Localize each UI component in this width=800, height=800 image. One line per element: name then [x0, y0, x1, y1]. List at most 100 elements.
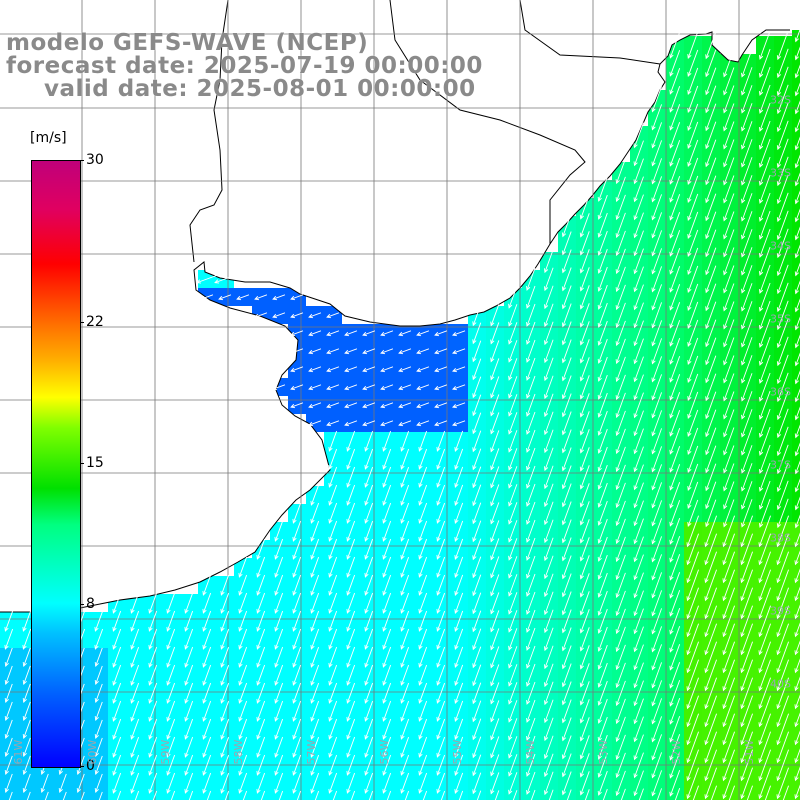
wind-arrow	[236, 294, 250, 301]
wind-arrow	[687, 211, 699, 239]
wind-arrow	[758, 498, 771, 528]
wind-arrow	[669, 572, 681, 599]
wind-arrow	[704, 731, 717, 764]
longitude-label: 53W	[597, 739, 610, 765]
wind-arrow	[615, 482, 626, 509]
wind-arrow	[400, 502, 410, 524]
wind-arrow	[651, 554, 663, 581]
wind-cell	[792, 306, 800, 324]
wind-arrow	[508, 322, 518, 345]
wind-arrow	[382, 700, 392, 722]
wind-arrow	[723, 283, 735, 312]
wind-arrow	[418, 538, 428, 560]
wind-arrow	[776, 246, 789, 277]
wind-arrow	[615, 284, 626, 311]
wind-arrow	[776, 354, 789, 385]
wind-arrow	[454, 556, 464, 579]
wind-cell	[288, 792, 306, 800]
wind-arrow	[705, 373, 717, 402]
wind-arrow	[328, 538, 338, 560]
wind-arrow	[794, 244, 800, 259]
wind-arrow	[418, 610, 428, 632]
wind-arrow	[741, 211, 753, 240]
wind-arrow	[508, 700, 518, 723]
wind-arrow	[364, 628, 374, 650]
wind-arrow	[704, 749, 717, 782]
wind-arrow	[597, 284, 608, 310]
wind-arrow	[561, 231, 572, 256]
wind-arrow	[687, 157, 699, 185]
wind-arrow	[651, 572, 663, 599]
wind-arrow	[508, 592, 518, 615]
wind-arrow	[400, 682, 410, 704]
wind-arrow	[776, 282, 789, 313]
wind-arrow	[686, 587, 699, 620]
wind-arrow	[220, 628, 230, 650]
wind-arrow	[148, 646, 158, 668]
wind-arrow	[758, 282, 771, 312]
wind-arrow	[328, 466, 338, 488]
wind-arrow	[705, 445, 717, 474]
wind-arrow	[597, 212, 608, 238]
wind-arrow	[615, 410, 626, 437]
wind-arrow	[705, 265, 717, 294]
wind-arrow	[290, 312, 304, 319]
wind-arrow	[597, 752, 608, 778]
wind-arrow	[705, 463, 717, 492]
wind-arrow	[543, 357, 554, 382]
latitude-label: 36S	[770, 385, 791, 399]
wind-arrow	[22, 719, 31, 739]
wind-arrow	[722, 677, 735, 710]
wind-arrow	[400, 718, 410, 740]
wind-arrow	[561, 213, 572, 238]
wind-arrow	[543, 681, 554, 706]
wind-arrow	[436, 520, 446, 542]
wind-arrow	[776, 713, 789, 746]
wind-cell	[90, 792, 108, 800]
wind-arrow	[687, 49, 699, 77]
wind-arrow	[290, 330, 304, 337]
wind-arrow	[274, 682, 284, 704]
wind-arrow	[669, 338, 681, 365]
wind-arrow	[382, 718, 392, 740]
wind-arrow	[758, 264, 771, 294]
wind-arrow	[579, 447, 590, 472]
wind-arrow	[723, 337, 735, 366]
wind-arrow	[561, 645, 572, 670]
wind-arrow	[454, 520, 464, 543]
wind-arrow	[633, 536, 644, 563]
wind-arrow	[526, 753, 536, 777]
wind-arrow	[508, 304, 518, 327]
wind-arrow	[364, 466, 374, 488]
wind-arrow	[758, 372, 771, 402]
colorbar-tick-label: 0	[86, 758, 95, 774]
wind-arrow	[130, 628, 140, 650]
wind-arrow	[776, 210, 789, 241]
wind-arrow	[669, 698, 681, 725]
wind-arrow	[758, 246, 771, 276]
wind-arrow	[543, 501, 554, 526]
wind-arrow	[704, 587, 717, 620]
wind-cell	[792, 648, 800, 666]
latitude-label: 33S	[770, 166, 791, 180]
wind-arrow	[597, 536, 608, 562]
wind-arrow	[633, 716, 644, 743]
wind-arrow	[741, 193, 753, 222]
wind-arrow	[776, 102, 789, 133]
wind-arrow	[274, 772, 284, 794]
wind-arrow	[651, 662, 663, 689]
wind-arrow	[740, 551, 753, 584]
colorbar-tick-mark	[80, 766, 84, 767]
wind-arrow	[418, 754, 428, 776]
wind-arrow	[561, 357, 572, 382]
wind-arrow	[308, 420, 322, 427]
wind-arrow	[238, 772, 248, 794]
wind-arrow	[651, 464, 663, 491]
wind-arrow	[292, 646, 302, 668]
wind-arrow	[310, 556, 320, 578]
wind-arrow	[362, 348, 376, 355]
wind-arrow	[238, 682, 248, 704]
wind-arrow	[508, 358, 518, 381]
wind-arrow	[633, 248, 644, 275]
wind-arrow	[633, 554, 644, 581]
